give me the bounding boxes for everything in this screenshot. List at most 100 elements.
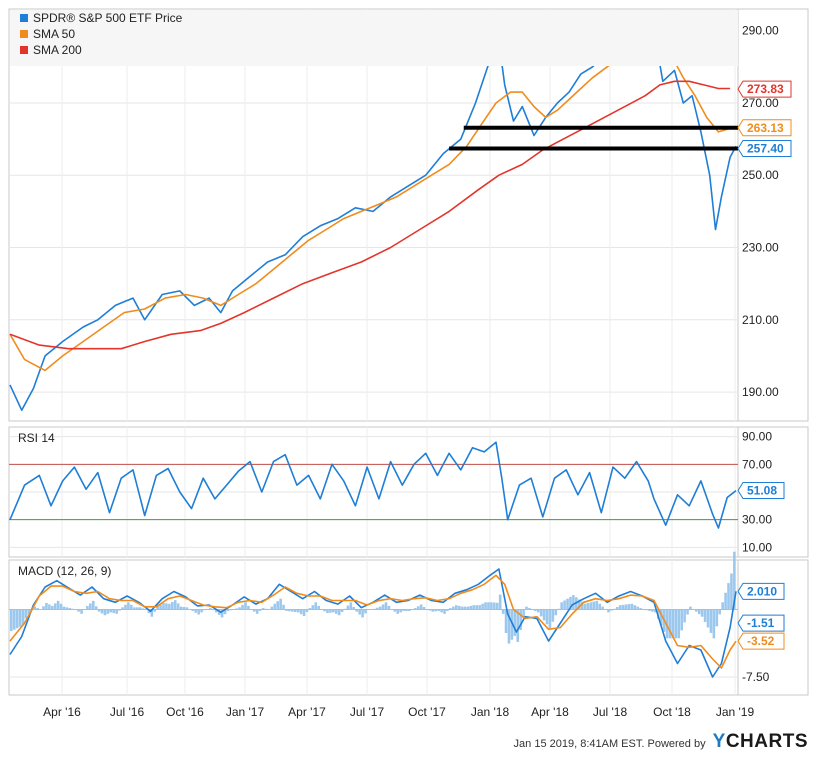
histogram-bar bbox=[127, 602, 130, 610]
histogram-bar bbox=[697, 609, 701, 615]
histogram-bar bbox=[615, 606, 619, 610]
panel-title: RSI 14 bbox=[18, 431, 55, 445]
histogram-bar bbox=[475, 605, 479, 610]
histogram-bar bbox=[671, 609, 675, 639]
histogram-bar bbox=[402, 609, 405, 611]
histogram-bar bbox=[408, 609, 411, 611]
histogram-bar bbox=[595, 600, 599, 610]
histogram-bar bbox=[118, 609, 121, 611]
histogram-bar bbox=[440, 609, 443, 613]
end-value-label-box bbox=[737, 80, 792, 98]
histogram-bar bbox=[100, 609, 104, 614]
histogram-bar bbox=[387, 605, 391, 610]
histogram-bar bbox=[733, 551, 736, 610]
histogram-bar bbox=[399, 609, 402, 613]
histogram-bar bbox=[513, 609, 517, 636]
x-tick-label: Oct '18 bbox=[653, 705, 691, 719]
histogram-bar bbox=[89, 603, 92, 610]
legend-entry[interactable]: SMA 50 bbox=[33, 27, 75, 41]
histogram-bar bbox=[674, 609, 678, 639]
histogram-bar bbox=[24, 609, 28, 619]
series-line bbox=[9, 568, 737, 678]
histogram-bar bbox=[677, 609, 681, 639]
histogram-bar bbox=[566, 598, 569, 610]
end-value-label-box bbox=[737, 119, 792, 137]
histogram-bar bbox=[498, 594, 502, 610]
histogram-bar bbox=[50, 605, 54, 610]
histogram-bar bbox=[21, 609, 25, 626]
histogram-bar bbox=[501, 609, 505, 614]
legend-swatch bbox=[20, 46, 28, 54]
histogram-bar bbox=[15, 609, 19, 629]
histogram-bar bbox=[276, 601, 279, 610]
histogram-bar bbox=[80, 609, 83, 614]
ycharts-logo[interactable]: YCHARTS bbox=[712, 731, 808, 752]
histogram-bar bbox=[551, 609, 555, 622]
histogram-bar bbox=[528, 608, 531, 610]
histogram-bar bbox=[487, 602, 490, 610]
histogram-bar bbox=[33, 606, 37, 610]
end-value-label: 263.13 bbox=[747, 121, 784, 135]
histogram-bar bbox=[302, 609, 306, 616]
histogram-bar bbox=[446, 609, 449, 611]
end-value-label-box bbox=[737, 614, 785, 632]
legend-entry[interactable]: SMA 200 bbox=[33, 43, 82, 57]
histogram-bar bbox=[519, 609, 522, 631]
end-value-label: -3.52 bbox=[747, 634, 775, 648]
histogram-bar bbox=[135, 607, 139, 610]
histogram-bar bbox=[589, 602, 593, 610]
histogram-bar bbox=[65, 607, 69, 610]
histogram-bar bbox=[209, 608, 212, 610]
histogram-bar bbox=[130, 604, 133, 610]
histogram-bar bbox=[618, 605, 622, 610]
histogram-bar bbox=[334, 609, 338, 614]
x-tick-label: Jul '17 bbox=[350, 705, 385, 719]
end-value-label: 2.010 bbox=[747, 584, 777, 598]
histogram-bar bbox=[659, 609, 663, 626]
histogram-bar bbox=[194, 609, 198, 613]
x-tick-label: Jul '18 bbox=[593, 705, 628, 719]
end-value-label-box bbox=[737, 632, 785, 650]
histogram-bar bbox=[355, 609, 359, 612]
histogram-bar bbox=[238, 607, 241, 610]
histogram-bar bbox=[200, 609, 203, 613]
x-tick-label: Oct '16 bbox=[166, 705, 204, 719]
histogram-bar bbox=[258, 609, 262, 611]
chart-svg: 190.00 210.00 230.00 250.00 270.00 290.00 273.… bbox=[8, 8, 809, 719]
panel-macd: -7.50 2.010 -1.51 -3.52 MACD (12, 26, 9) bbox=[8, 551, 809, 696]
histogram-bar bbox=[326, 609, 329, 614]
histogram-bar bbox=[598, 603, 602, 610]
histogram-bar bbox=[449, 608, 452, 610]
histogram-bar bbox=[337, 609, 341, 616]
y-tick-label: 270.00 bbox=[742, 96, 779, 110]
histogram-bar bbox=[709, 609, 713, 633]
histogram-bar bbox=[299, 609, 303, 615]
legend-entry[interactable]: SPDR® S&P 500 ETF Price bbox=[33, 11, 183, 25]
histogram-bar bbox=[241, 604, 244, 610]
histogram-bar bbox=[255, 609, 259, 614]
histogram-bar bbox=[36, 608, 39, 610]
histogram-bar bbox=[478, 605, 481, 610]
histogram-bar bbox=[378, 606, 382, 610]
histogram-bar bbox=[185, 607, 189, 610]
histogram-bar bbox=[695, 609, 698, 612]
powered-by-label: Powered by bbox=[647, 738, 706, 750]
end-value-label: 51.08 bbox=[747, 484, 777, 498]
histogram-bar bbox=[472, 605, 476, 610]
histogram-bar bbox=[112, 609, 116, 614]
histogram-bar bbox=[457, 605, 461, 610]
histogram-bar bbox=[179, 606, 183, 610]
histogram-bar bbox=[153, 609, 157, 612]
histogram-bar bbox=[668, 609, 672, 639]
histogram-bar bbox=[601, 606, 604, 610]
histogram-bar bbox=[683, 609, 686, 623]
histogram-bar bbox=[384, 602, 388, 610]
histogram-bar bbox=[554, 609, 558, 616]
histogram-bar bbox=[147, 609, 151, 614]
end-value-label-box bbox=[737, 482, 785, 500]
histogram-bar bbox=[580, 601, 584, 610]
histogram-bar bbox=[700, 609, 704, 617]
histogram-bar bbox=[522, 609, 525, 619]
histogram-bar bbox=[86, 605, 89, 610]
